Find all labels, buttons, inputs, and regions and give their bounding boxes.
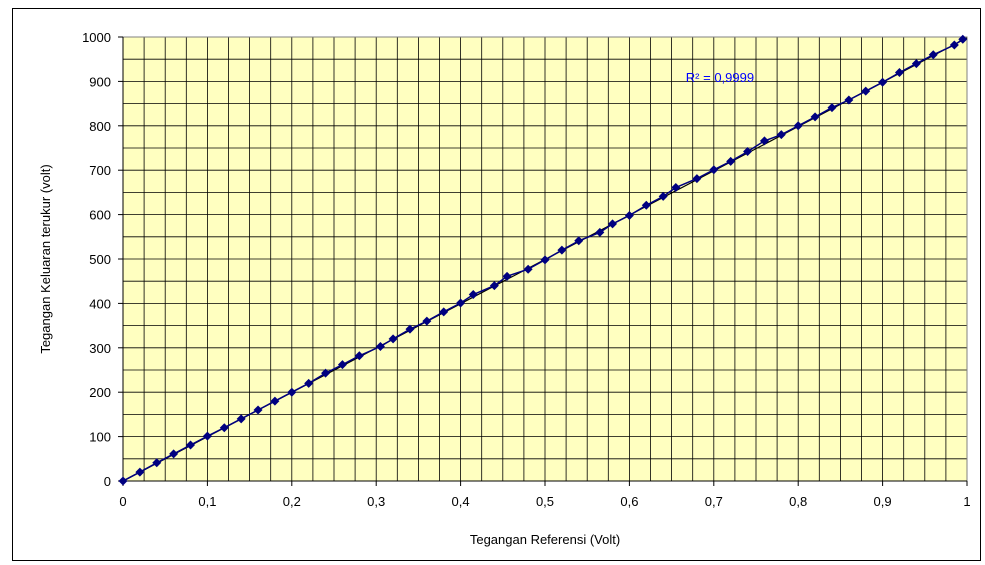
data-point — [743, 147, 753, 157]
data-point — [489, 281, 499, 291]
data-point — [202, 431, 212, 441]
y-tick-label: 400 — [89, 296, 111, 311]
data-point — [468, 290, 478, 300]
data-point — [861, 86, 871, 96]
data-point — [894, 68, 904, 78]
data-point — [658, 191, 668, 201]
data-point — [388, 334, 398, 344]
data-point — [186, 440, 196, 450]
y-tick-label: 100 — [89, 430, 111, 445]
data-point — [949, 40, 959, 50]
data-point — [287, 387, 297, 397]
x-axis-title: Tegangan Referensi (Volt) — [470, 532, 620, 547]
data-point — [844, 95, 854, 105]
data-point — [405, 324, 415, 334]
data-point — [671, 183, 681, 193]
x-tick-label: 0,2 — [283, 494, 301, 509]
data-point — [827, 103, 837, 113]
data-point — [759, 136, 769, 146]
x-tick-label: 0,6 — [620, 494, 638, 509]
y-tick-label: 300 — [89, 341, 111, 356]
x-tick-label: 1 — [963, 494, 970, 509]
x-tick-label: 0 — [119, 494, 126, 509]
data-point — [236, 414, 246, 424]
data-point — [354, 351, 364, 361]
data-point — [776, 130, 786, 140]
data-point — [118, 476, 128, 486]
data-point — [540, 255, 550, 265]
chart-frame: 0 100 200 300 400 500 600 700 800 900 1000 0 0,1 0,2 0… — [12, 8, 981, 561]
data-point — [595, 227, 605, 237]
data-point — [219, 423, 229, 433]
y-tick-label: 0 — [104, 474, 111, 489]
r-squared-label: R² = 0,9999 — [686, 70, 754, 85]
y-tick-label: 500 — [89, 252, 111, 267]
data-point — [135, 467, 145, 477]
y-tick-label: 800 — [89, 119, 111, 134]
data-point — [928, 50, 938, 60]
data-point — [911, 59, 921, 69]
y-axis-title: Tegangan Keluaran terukur (volt) — [38, 164, 53, 353]
data-point — [810, 112, 820, 122]
data-point — [439, 307, 449, 317]
data-point — [375, 341, 385, 351]
data-point — [709, 165, 719, 175]
y-tick-label: 1000 — [82, 30, 111, 45]
data-point — [502, 271, 512, 281]
data-point — [574, 236, 584, 246]
x-tick-label: 0,5 — [536, 494, 554, 509]
data-point — [726, 156, 736, 166]
y-tick-label: 700 — [89, 163, 111, 178]
x-tick-label: 0,7 — [705, 494, 723, 509]
data-point — [608, 219, 618, 229]
data-point — [321, 368, 331, 378]
data-point — [304, 378, 314, 388]
x-tick-label: 0,9 — [874, 494, 892, 509]
data-point — [169, 449, 179, 459]
y-tick-label: 600 — [89, 208, 111, 223]
data-point — [253, 405, 263, 415]
data-point — [641, 200, 651, 210]
data-point — [456, 298, 466, 308]
data-point — [692, 174, 702, 184]
y-tick-label: 900 — [89, 74, 111, 89]
data-point — [523, 264, 533, 274]
y-tick-label: 200 — [89, 385, 111, 400]
x-tick-label: 0,8 — [789, 494, 807, 509]
data-point — [270, 396, 280, 406]
data-point — [337, 360, 347, 370]
x-tick-label: 0,1 — [198, 494, 216, 509]
data-point — [958, 34, 968, 44]
data-point — [878, 77, 888, 87]
data-point — [557, 245, 567, 255]
x-tick-label: 0,3 — [367, 494, 385, 509]
data-point — [624, 210, 634, 220]
data-point — [152, 458, 162, 468]
data-point — [793, 121, 803, 131]
data-point — [422, 316, 432, 326]
chart-svg: 0 100 200 300 400 500 600 700 800 900 1000 0 0,1 0,2 0… — [38, 30, 971, 547]
x-tick-label: 0,4 — [452, 494, 470, 509]
